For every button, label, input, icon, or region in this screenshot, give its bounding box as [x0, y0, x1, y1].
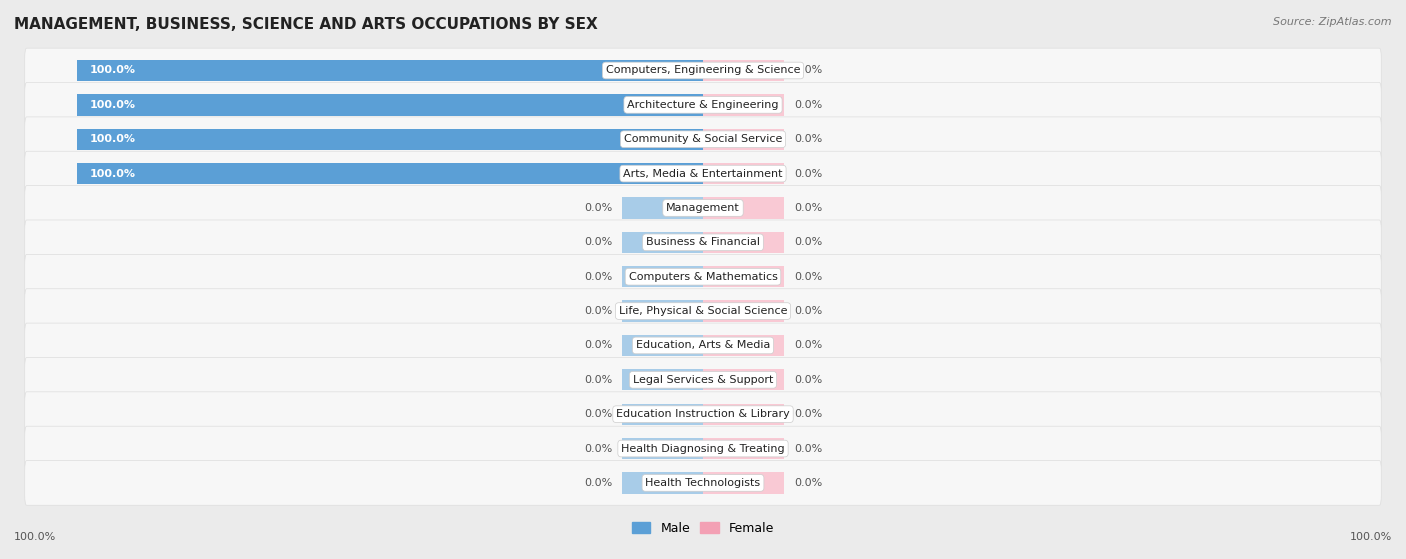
Text: 0.0%: 0.0% — [583, 203, 612, 213]
Bar — [621, 404, 703, 425]
Text: MANAGEMENT, BUSINESS, SCIENCE AND ARTS OCCUPATIONS BY SEX: MANAGEMENT, BUSINESS, SCIENCE AND ARTS O… — [14, 17, 598, 32]
Text: 0.0%: 0.0% — [794, 272, 823, 282]
Bar — [621, 231, 703, 253]
Text: Health Technologists: Health Technologists — [645, 478, 761, 488]
Text: Architecture & Engineering: Architecture & Engineering — [627, 100, 779, 110]
Text: 0.0%: 0.0% — [794, 238, 823, 247]
Bar — [703, 197, 785, 219]
FancyBboxPatch shape — [25, 220, 1381, 264]
FancyBboxPatch shape — [25, 48, 1381, 93]
Bar — [703, 163, 785, 184]
Text: Source: ZipAtlas.com: Source: ZipAtlas.com — [1274, 17, 1392, 27]
Bar — [621, 300, 703, 322]
Bar — [621, 197, 703, 219]
Bar — [703, 300, 785, 322]
Bar — [77, 163, 703, 184]
Text: Community & Social Service: Community & Social Service — [624, 134, 782, 144]
Text: 0.0%: 0.0% — [794, 340, 823, 350]
Bar — [621, 369, 703, 391]
Legend: Male, Female: Male, Female — [627, 517, 779, 539]
Text: 0.0%: 0.0% — [583, 340, 612, 350]
Text: 0.0%: 0.0% — [583, 272, 612, 282]
Text: 0.0%: 0.0% — [794, 375, 823, 385]
Text: 0.0%: 0.0% — [583, 443, 612, 453]
FancyBboxPatch shape — [25, 357, 1381, 402]
Text: 100.0%: 100.0% — [89, 65, 135, 75]
FancyBboxPatch shape — [25, 117, 1381, 162]
Text: Business & Financial: Business & Financial — [645, 238, 761, 247]
Bar — [703, 438, 785, 459]
Text: 0.0%: 0.0% — [794, 306, 823, 316]
Bar — [77, 129, 703, 150]
Bar — [621, 266, 703, 287]
Bar — [703, 60, 785, 81]
Text: Management: Management — [666, 203, 740, 213]
Text: 0.0%: 0.0% — [794, 134, 823, 144]
Text: Computers & Mathematics: Computers & Mathematics — [628, 272, 778, 282]
Text: 0.0%: 0.0% — [794, 100, 823, 110]
FancyBboxPatch shape — [25, 323, 1381, 368]
FancyBboxPatch shape — [25, 461, 1381, 505]
Bar — [703, 94, 785, 116]
Text: Arts, Media & Entertainment: Arts, Media & Entertainment — [623, 169, 783, 179]
FancyBboxPatch shape — [25, 186, 1381, 230]
Text: Education Instruction & Library: Education Instruction & Library — [616, 409, 790, 419]
Text: Computers, Engineering & Science: Computers, Engineering & Science — [606, 65, 800, 75]
Bar — [703, 369, 785, 391]
Bar — [703, 404, 785, 425]
Text: Legal Services & Support: Legal Services & Support — [633, 375, 773, 385]
Bar — [703, 335, 785, 356]
FancyBboxPatch shape — [25, 289, 1381, 333]
Text: 0.0%: 0.0% — [794, 169, 823, 179]
Text: 0.0%: 0.0% — [583, 409, 612, 419]
Bar — [621, 335, 703, 356]
Text: 0.0%: 0.0% — [583, 238, 612, 247]
Text: 100.0%: 100.0% — [89, 134, 135, 144]
Text: 0.0%: 0.0% — [794, 409, 823, 419]
Text: 0.0%: 0.0% — [583, 306, 612, 316]
FancyBboxPatch shape — [25, 392, 1381, 437]
Bar — [703, 472, 785, 494]
Bar — [703, 129, 785, 150]
Text: 100.0%: 100.0% — [14, 532, 56, 542]
Bar — [621, 438, 703, 459]
FancyBboxPatch shape — [25, 151, 1381, 196]
FancyBboxPatch shape — [25, 426, 1381, 471]
Bar — [703, 266, 785, 287]
Bar — [77, 60, 703, 81]
Text: 0.0%: 0.0% — [794, 65, 823, 75]
Text: Education, Arts & Media: Education, Arts & Media — [636, 340, 770, 350]
Bar — [77, 94, 703, 116]
Text: 0.0%: 0.0% — [794, 203, 823, 213]
Text: 100.0%: 100.0% — [1350, 532, 1392, 542]
Text: Health Diagnosing & Treating: Health Diagnosing & Treating — [621, 443, 785, 453]
Text: Life, Physical & Social Science: Life, Physical & Social Science — [619, 306, 787, 316]
FancyBboxPatch shape — [25, 254, 1381, 299]
FancyBboxPatch shape — [25, 83, 1381, 127]
Text: 0.0%: 0.0% — [794, 443, 823, 453]
Text: 0.0%: 0.0% — [583, 375, 612, 385]
Text: 0.0%: 0.0% — [794, 478, 823, 488]
Text: 0.0%: 0.0% — [583, 478, 612, 488]
Bar — [703, 231, 785, 253]
Text: 100.0%: 100.0% — [89, 100, 135, 110]
Text: 100.0%: 100.0% — [89, 169, 135, 179]
Bar — [621, 472, 703, 494]
